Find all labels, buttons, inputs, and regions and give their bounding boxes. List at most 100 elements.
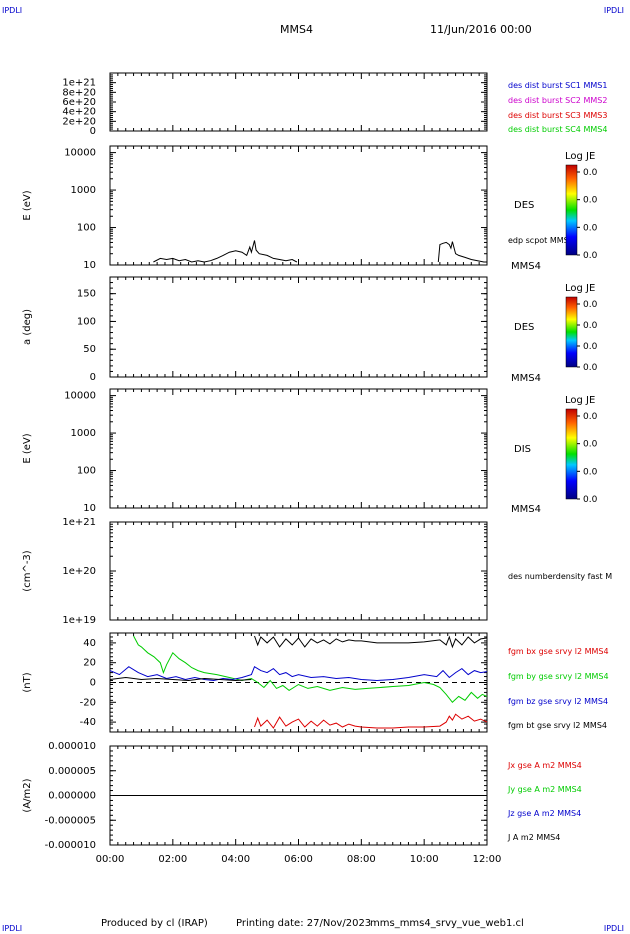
y-tick-label: 0 [90, 372, 96, 383]
y-tick-label: 100 [77, 223, 96, 234]
series-label: des dist burst SC4 MMS4 [508, 125, 607, 134]
colorbar-tick-label: 0.0 [583, 412, 598, 422]
y-tick-label: 100 [77, 466, 96, 477]
panel-frame-des-energy [109, 145, 488, 266]
x-tick-label: 02:00 [158, 854, 187, 865]
y-tick-label: 1000 [71, 428, 96, 439]
series-label: des dist burst SC3 MMS3 [508, 111, 607, 120]
colorbar-tick-label: 0.0 [583, 495, 598, 505]
y-tick-label: -0.000010 [45, 840, 96, 851]
y-tick-label: 10000 [64, 148, 96, 159]
y-tick-label: 10 [83, 260, 96, 271]
footer-producer: Produced by cl (IRAP) [101, 918, 208, 929]
x-tick-label: 08:00 [347, 854, 376, 865]
y-tick-label: 0.000005 [48, 766, 96, 777]
y-tick-label: -40 [80, 717, 96, 728]
y-tick-label: 1e+20 [62, 566, 96, 577]
y-tick-label: 10000 [64, 391, 96, 402]
footer-printing-date: Printing date: 27/Nov/2023 [236, 918, 372, 929]
series-label: fgm bx gse srvy l2 MMS4 [508, 647, 609, 656]
colorbar-tick-label: 0.0 [583, 321, 598, 331]
corner-label-top-left: IPDLI [2, 6, 23, 15]
series-label: J A m2 MMS4 [507, 833, 560, 842]
colorbar-title: Log JE [565, 395, 595, 406]
colorbar [565, 296, 578, 368]
colorbar-title: Log JE [565, 151, 595, 162]
series-line-magnetic-field-0 [254, 713, 488, 729]
series-label: fgm bz gse srvy l2 MMS4 [508, 697, 608, 706]
y-tick-label: 1e+21 [62, 78, 96, 89]
y-axis-label: E (eV) [22, 190, 33, 220]
colorbar-tick-label: 0.0 [583, 363, 598, 373]
y-tick-label: -0.000005 [45, 815, 96, 826]
y-axis-label: (A/m2) [22, 778, 33, 812]
spacecraft-tag: MMS4 [511, 373, 541, 384]
y-tick-label: 40 [83, 638, 96, 649]
colorbar-tick-label: 0.0 [583, 342, 598, 352]
series-label: des dist burst SC1 MMS1 [508, 81, 607, 90]
colorbar-title: Log JE [565, 283, 595, 294]
panel-frame-density [109, 521, 488, 621]
y-tick-label: 20 [83, 658, 96, 669]
y-tick-label: -20 [80, 697, 96, 708]
y-tick-label: 1e+19 [62, 615, 96, 626]
x-tick-label: 00:00 [96, 854, 125, 865]
panel-frame-burst [109, 72, 488, 132]
colorbar-tick-label: 0.0 [583, 467, 598, 477]
series-label: Jx gse A m2 MMS4 [507, 761, 582, 770]
y-tick-label: 0 [90, 678, 96, 689]
corner-label-top-right: IPDLI [603, 6, 624, 15]
corner-label-bottom-left: IPDLI [2, 924, 23, 933]
series-label: fgm by gse srvy l2 MMS4 [508, 672, 609, 681]
spacecraft-tag: MMS4 [511, 261, 541, 272]
series-line-magnetic-field-2 [109, 665, 488, 682]
colorbar-tick-label: 0.0 [583, 223, 598, 233]
colorbar [565, 164, 578, 256]
y-tick-label: 50 [83, 344, 96, 355]
colorbar-tick-label: 0.0 [583, 196, 598, 206]
x-tick-label: 12:00 [473, 854, 502, 865]
y-tick-label: 1000 [71, 185, 96, 196]
y-tick-label: 1e+21 [62, 517, 96, 528]
panel-frame-dis-energy [109, 388, 488, 509]
series-label: Jz gse A m2 MMS4 [507, 809, 581, 818]
series-line-magnetic-field-4 [109, 676, 252, 682]
spacecraft-title: MMS4 [280, 23, 313, 36]
y-tick-label: 6e+20 [62, 97, 96, 108]
series-line-magnetic-field-3 [254, 635, 488, 649]
y-tick-label: 8e+20 [62, 87, 96, 98]
date-time-title: 11/Jun/2016 00:00 [430, 23, 532, 36]
y-tick-label: 10 [83, 503, 96, 514]
y-tick-label: 100 [77, 316, 96, 327]
y-tick-label: 2e+20 [62, 116, 96, 127]
instrument-label: DIS [514, 444, 531, 455]
spacecraft-tag: MMS4 [511, 504, 541, 515]
x-tick-label: 10:00 [410, 854, 439, 865]
series-label: des numberdensity fast M [508, 572, 612, 581]
series-label: Jy gse A m2 MMS4 [507, 785, 582, 794]
panel-frame-pitch-angle [109, 276, 488, 378]
series-label: fgm bt gse srvy l2 MMS4 [508, 721, 607, 730]
colorbar [565, 408, 578, 500]
colorbar-tick-label: 0.0 [583, 168, 598, 178]
y-axis-label: (cm^-3) [22, 550, 33, 591]
series-line-des-energy-1 [437, 241, 487, 263]
y-tick-label: 0.000010 [48, 741, 96, 752]
instrument-label: DES [514, 200, 534, 211]
series-line-magnetic-field-1 [133, 635, 488, 704]
colorbar-tick-label: 0.0 [583, 300, 598, 310]
instrument-label: DES [514, 322, 534, 333]
x-tick-label: 06:00 [284, 854, 313, 865]
y-axis-label: E (eV) [22, 433, 33, 463]
y-axis-label: a (deg) [22, 309, 33, 345]
y-tick-label: 0 [90, 126, 96, 137]
series-line-des-energy-0 [153, 240, 298, 263]
series-label: des dist burst SC2 MMS2 [508, 96, 607, 105]
footer-filename: mms_mms4_srvy_vue_web1.cl [370, 918, 524, 929]
y-tick-label: 0.000000 [48, 791, 96, 802]
y-tick-label: 4e+20 [62, 107, 96, 118]
y-axis-label: (nT) [22, 672, 33, 692]
colorbar-tick-label: 0.0 [583, 251, 598, 261]
x-tick-label: 04:00 [221, 854, 250, 865]
